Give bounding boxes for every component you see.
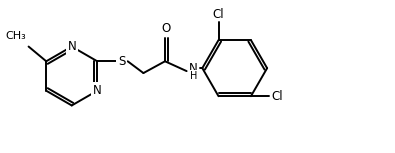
Text: N: N xyxy=(93,84,102,97)
Text: CH₃: CH₃ xyxy=(6,31,26,41)
Text: N: N xyxy=(189,62,198,75)
Text: H: H xyxy=(190,71,197,81)
Text: Cl: Cl xyxy=(213,8,224,21)
Text: Cl: Cl xyxy=(272,90,283,103)
Text: N: N xyxy=(68,40,76,53)
Text: S: S xyxy=(118,55,126,68)
Text: O: O xyxy=(162,22,171,35)
